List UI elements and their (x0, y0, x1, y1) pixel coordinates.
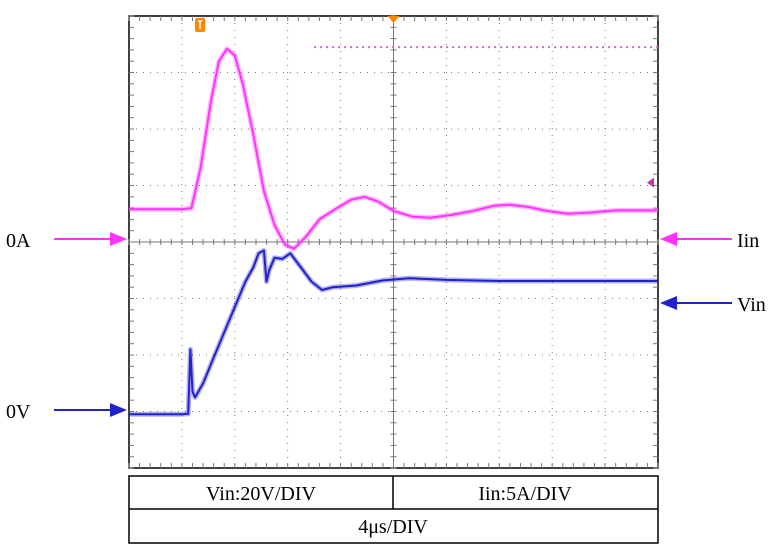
scope-markers (195, 16, 658, 188)
arrow-iin-right-head (660, 232, 677, 246)
trigger-level-arrow (647, 177, 654, 188)
trace-vin (129, 249, 658, 416)
trace-iin (129, 47, 658, 250)
arrow-vin-right-head (660, 296, 677, 310)
scope-grid (128, 15, 659, 469)
ground-label-iin: 0A (6, 230, 31, 252)
trace-label-iin: Iin (737, 230, 759, 252)
iin-scale-cell: Iin:5A/DIV (478, 483, 572, 505)
trace-label-vin: Vin (737, 294, 766, 316)
time-scale-cell: 4μs/DIV (358, 516, 428, 538)
scope-traces (129, 46, 658, 417)
arrow-iin-left-head (110, 232, 127, 246)
horizontal-position-marker (387, 16, 400, 23)
arrow-vin-left-head (110, 403, 127, 417)
vin-scale-cell: Vin:20V/DIV (206, 483, 316, 505)
ground-label-vin: 0V (6, 401, 31, 423)
